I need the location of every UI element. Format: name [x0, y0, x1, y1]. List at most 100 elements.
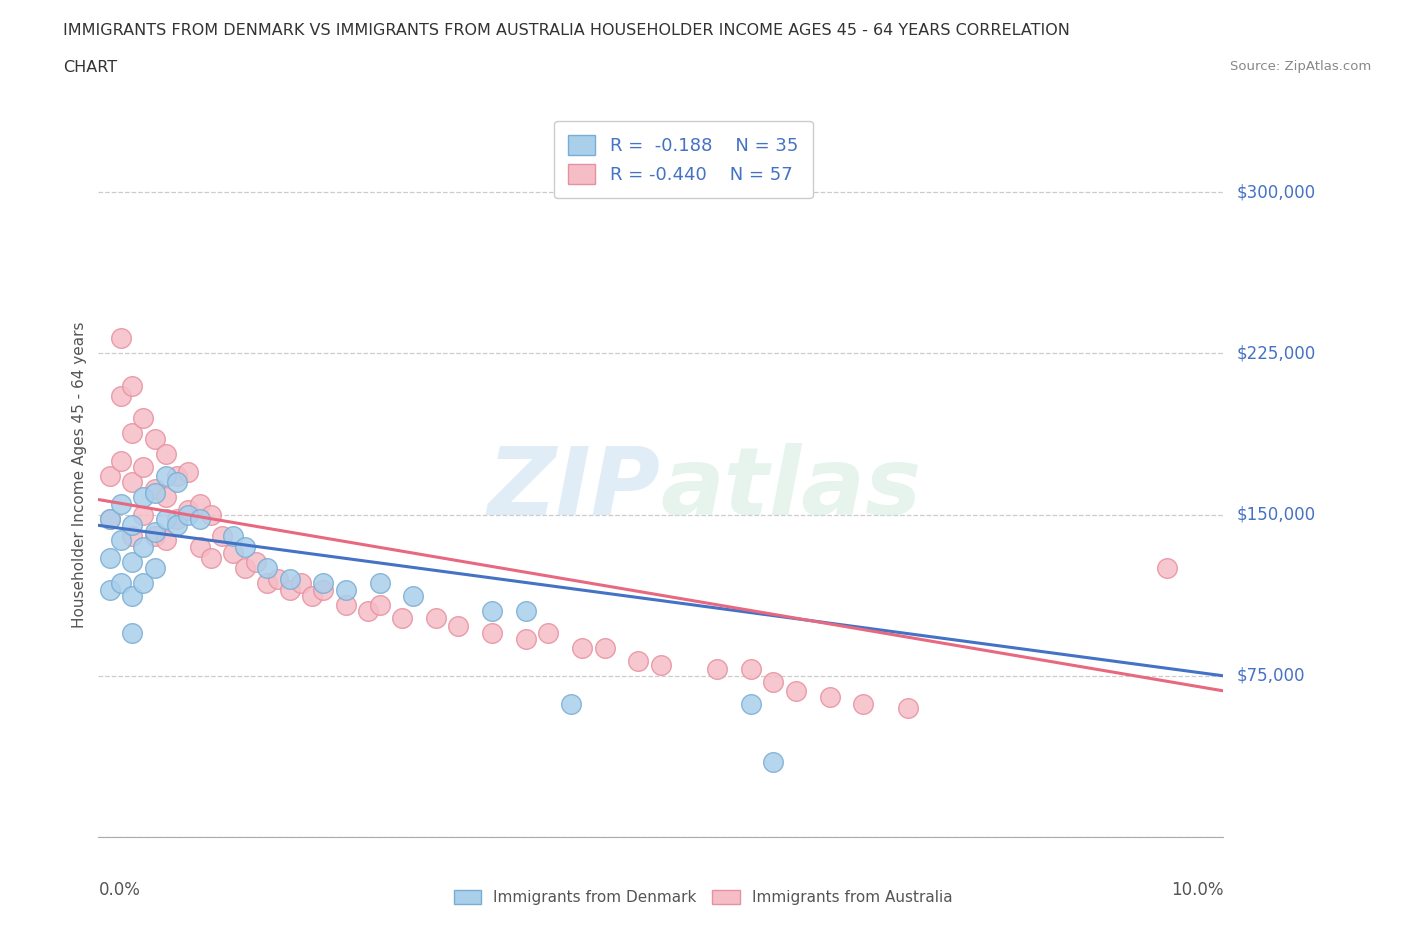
Text: $300,000: $300,000 — [1237, 183, 1316, 201]
Point — [121, 625, 143, 640]
Point — [143, 525, 166, 539]
Point — [110, 576, 132, 591]
Point — [391, 610, 413, 625]
Point — [447, 619, 470, 634]
Point — [301, 589, 323, 604]
Point — [166, 512, 188, 526]
Point — [897, 700, 920, 715]
Point — [256, 576, 278, 591]
Point — [740, 662, 762, 677]
Point — [121, 518, 143, 533]
Point — [222, 546, 245, 561]
Point — [121, 554, 143, 569]
Legend: R =  -0.188    N = 35, R = -0.440    N = 57: R = -0.188 N = 35, R = -0.440 N = 57 — [554, 121, 813, 198]
Point — [110, 389, 132, 404]
Point — [98, 551, 121, 565]
Point — [143, 561, 166, 576]
Point — [368, 597, 391, 612]
Point — [143, 528, 166, 543]
Point — [425, 610, 447, 625]
Point — [121, 475, 143, 490]
Point — [121, 589, 143, 604]
Text: CHART: CHART — [63, 60, 117, 75]
Point — [335, 582, 357, 597]
Text: 0.0%: 0.0% — [98, 881, 141, 898]
Point — [132, 490, 155, 505]
Point — [132, 459, 155, 474]
Text: IMMIGRANTS FROM DENMARK VS IMMIGRANTS FROM AUSTRALIA HOUSEHOLDER INCOME AGES 45 : IMMIGRANTS FROM DENMARK VS IMMIGRANTS FR… — [63, 23, 1070, 38]
Point — [357, 604, 380, 618]
Text: ZIP: ZIP — [488, 443, 661, 535]
Point — [121, 426, 143, 441]
Point — [110, 331, 132, 346]
Point — [312, 582, 335, 597]
Point — [155, 533, 177, 548]
Point — [762, 754, 785, 769]
Point — [98, 512, 121, 526]
Point — [188, 539, 211, 554]
Point — [233, 561, 256, 576]
Point — [245, 554, 267, 569]
Point — [166, 469, 188, 484]
Point — [132, 507, 155, 522]
Legend: Immigrants from Denmark, Immigrants from Australia: Immigrants from Denmark, Immigrants from… — [446, 883, 960, 913]
Point — [132, 539, 155, 554]
Point — [290, 576, 312, 591]
Point — [402, 589, 425, 604]
Point — [593, 641, 616, 656]
Point — [481, 625, 503, 640]
Point — [278, 582, 301, 597]
Point — [256, 561, 278, 576]
Point — [166, 475, 188, 490]
Point — [177, 464, 200, 479]
Point — [571, 641, 593, 656]
Point — [211, 528, 233, 543]
Point — [368, 576, 391, 591]
Point — [335, 597, 357, 612]
Point — [121, 528, 143, 543]
Point — [706, 662, 728, 677]
Point — [267, 572, 290, 587]
Y-axis label: Householder Income Ages 45 - 64 years: Householder Income Ages 45 - 64 years — [72, 321, 87, 628]
Point — [177, 503, 200, 518]
Point — [233, 539, 256, 554]
Point — [155, 469, 177, 484]
Point — [560, 697, 582, 711]
Point — [852, 697, 875, 711]
Point — [785, 684, 807, 698]
Point — [143, 432, 166, 446]
Point — [200, 551, 222, 565]
Point — [537, 625, 560, 640]
Point — [166, 518, 188, 533]
Point — [278, 572, 301, 587]
Point — [155, 512, 177, 526]
Point — [515, 604, 537, 618]
Point — [98, 582, 121, 597]
Point — [155, 490, 177, 505]
Text: $225,000: $225,000 — [1237, 344, 1316, 363]
Point — [143, 482, 166, 497]
Point — [188, 512, 211, 526]
Point — [222, 528, 245, 543]
Point — [98, 512, 121, 526]
Point — [155, 447, 177, 462]
Point — [762, 675, 785, 690]
Point — [188, 497, 211, 512]
Point — [818, 690, 841, 705]
Point — [650, 658, 672, 672]
Text: 10.0%: 10.0% — [1171, 881, 1223, 898]
Point — [110, 454, 132, 469]
Point — [121, 379, 143, 393]
Point — [312, 576, 335, 591]
Point — [177, 507, 200, 522]
Point — [110, 533, 132, 548]
Point — [132, 410, 155, 425]
Point — [740, 697, 762, 711]
Point — [515, 631, 537, 646]
Point — [143, 485, 166, 500]
Point — [110, 497, 132, 512]
Text: Source: ZipAtlas.com: Source: ZipAtlas.com — [1230, 60, 1371, 73]
Text: atlas: atlas — [661, 443, 922, 535]
Text: $150,000: $150,000 — [1237, 506, 1316, 524]
Point — [98, 469, 121, 484]
